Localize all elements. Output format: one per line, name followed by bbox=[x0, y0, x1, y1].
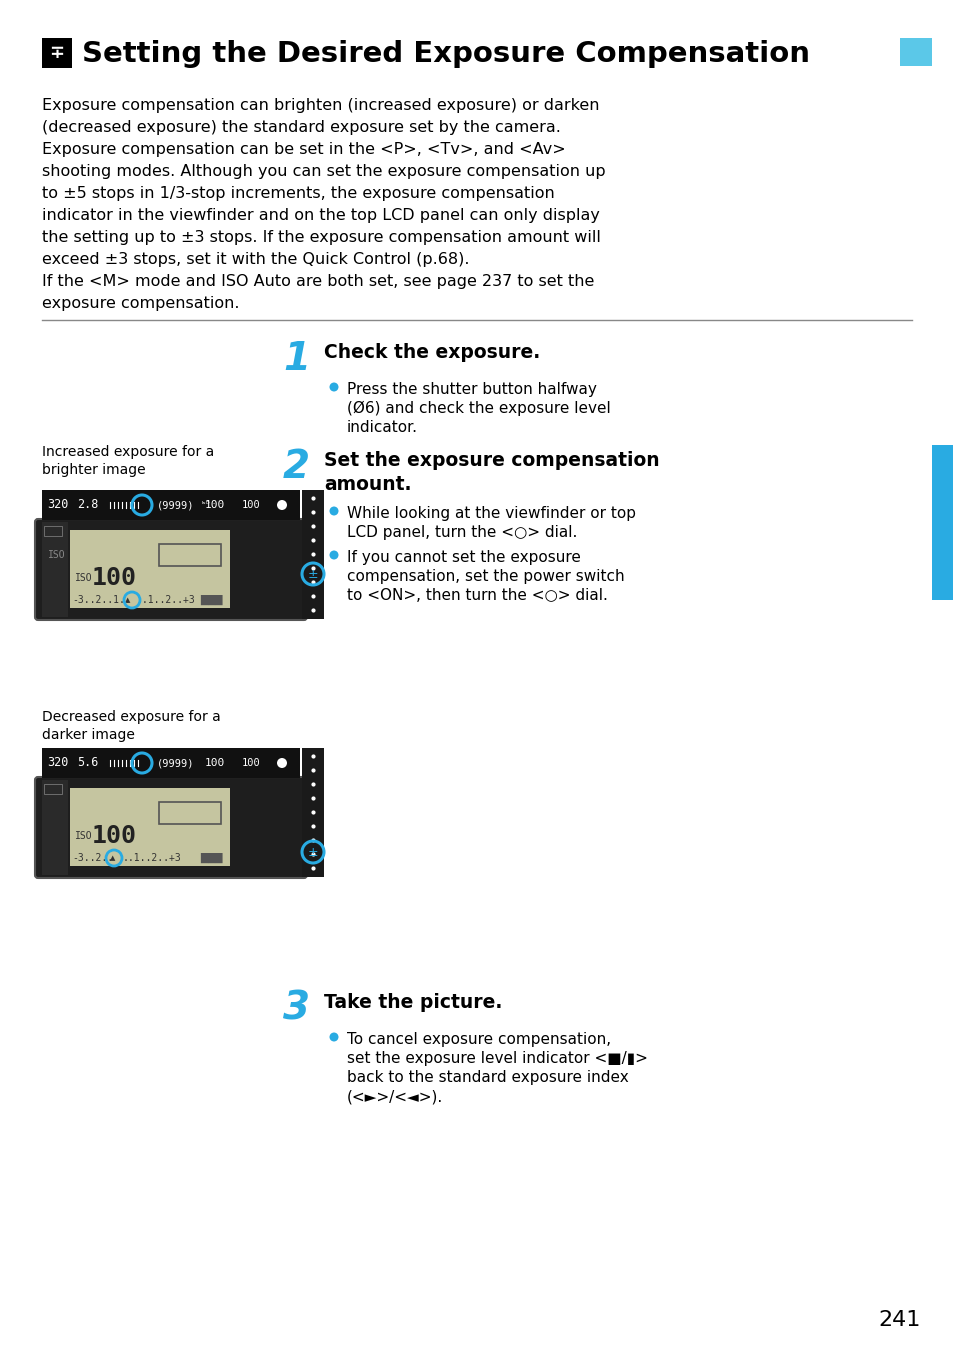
Text: ▲: ▲ bbox=[110, 855, 115, 861]
FancyBboxPatch shape bbox=[159, 802, 221, 824]
Circle shape bbox=[276, 500, 287, 510]
Text: indicator.: indicator. bbox=[347, 420, 417, 434]
Text: ▲: ▲ bbox=[125, 597, 131, 603]
Text: brighter image: brighter image bbox=[42, 463, 146, 477]
FancyBboxPatch shape bbox=[70, 788, 230, 866]
Text: ..1..2..+3: ..1..2..+3 bbox=[123, 853, 182, 863]
Text: ∓: ∓ bbox=[50, 44, 65, 62]
Text: 100: 100 bbox=[205, 759, 225, 768]
Text: If you cannot set the exposure: If you cannot set the exposure bbox=[347, 550, 580, 565]
Text: Take the picture.: Take the picture. bbox=[324, 993, 502, 1011]
Text: 2: 2 bbox=[283, 448, 310, 486]
Text: If the <M> mode and ISO Auto are both set, see page 237 to set the: If the <M> mode and ISO Auto are both se… bbox=[42, 274, 594, 289]
Text: 100: 100 bbox=[205, 500, 225, 510]
Text: back to the standard exposure index: back to the standard exposure index bbox=[347, 1071, 628, 1085]
Text: ±: ± bbox=[308, 846, 318, 858]
Text: 320: 320 bbox=[47, 756, 69, 769]
Text: amount.: amount. bbox=[324, 475, 411, 494]
Text: ███: ███ bbox=[200, 594, 222, 605]
FancyBboxPatch shape bbox=[35, 777, 307, 878]
FancyBboxPatch shape bbox=[35, 519, 307, 620]
FancyBboxPatch shape bbox=[931, 445, 953, 600]
Text: 241: 241 bbox=[877, 1310, 920, 1330]
Text: LCD panel, turn the <○> dial.: LCD panel, turn the <○> dial. bbox=[347, 525, 577, 539]
Text: to <ON>, then turn the <○> dial.: to <ON>, then turn the <○> dial. bbox=[347, 588, 607, 603]
Text: indicator in the viewfinder and on the top LCD panel can only display: indicator in the viewfinder and on the t… bbox=[42, 208, 599, 223]
Text: exceed ±3 stops, set it with the Quick Control (p.68).: exceed ±3 stops, set it with the Quick C… bbox=[42, 252, 469, 268]
Circle shape bbox=[329, 382, 338, 391]
Text: (9999): (9999) bbox=[157, 759, 194, 768]
Text: ISO: ISO bbox=[48, 550, 66, 560]
Text: ᴵˢᴼ: ᴵˢᴼ bbox=[202, 500, 211, 510]
Text: (Ø6) and check the exposure level: (Ø6) and check the exposure level bbox=[347, 401, 610, 417]
Circle shape bbox=[276, 759, 287, 768]
Text: (<►>/<◄>).: (<►>/<◄>). bbox=[347, 1089, 443, 1104]
FancyBboxPatch shape bbox=[302, 748, 324, 877]
Text: Exposure compensation can brighten (increased exposure) or darken: Exposure compensation can brighten (incr… bbox=[42, 98, 598, 113]
Text: While looking at the viewfinder or top: While looking at the viewfinder or top bbox=[347, 506, 636, 521]
FancyBboxPatch shape bbox=[159, 543, 221, 566]
Text: (9999): (9999) bbox=[157, 500, 194, 510]
Text: shooting modes. Although you can set the exposure compensation up: shooting modes. Although you can set the… bbox=[42, 164, 605, 179]
Text: 1: 1 bbox=[283, 340, 310, 378]
Text: 320: 320 bbox=[47, 499, 69, 511]
FancyBboxPatch shape bbox=[44, 526, 62, 537]
FancyBboxPatch shape bbox=[42, 490, 299, 521]
Text: Setting the Desired Exposure Compensation: Setting the Desired Exposure Compensatio… bbox=[82, 40, 809, 69]
Text: 100: 100 bbox=[91, 824, 137, 847]
FancyBboxPatch shape bbox=[70, 530, 230, 608]
Text: ISO: ISO bbox=[75, 573, 92, 582]
Text: Decreased exposure for a: Decreased exposure for a bbox=[42, 710, 220, 724]
FancyBboxPatch shape bbox=[42, 780, 68, 876]
Text: -3..2..: -3..2.. bbox=[71, 853, 113, 863]
FancyBboxPatch shape bbox=[42, 748, 299, 777]
Text: Exposure compensation can be set in the <P>, <Tv>, and <Av>: Exposure compensation can be set in the … bbox=[42, 143, 565, 157]
Text: the setting up to ±3 stops. If the exposure compensation amount will: the setting up to ±3 stops. If the expos… bbox=[42, 230, 600, 245]
Text: -3..2..1..: -3..2..1.. bbox=[71, 594, 131, 605]
Text: ±: ± bbox=[308, 568, 318, 581]
Text: Check the exposure.: Check the exposure. bbox=[324, 343, 539, 362]
Text: 100: 100 bbox=[242, 759, 260, 768]
Text: 100: 100 bbox=[242, 500, 260, 510]
FancyBboxPatch shape bbox=[42, 38, 71, 69]
Text: exposure compensation.: exposure compensation. bbox=[42, 296, 239, 311]
Text: Set the exposure compensation: Set the exposure compensation bbox=[324, 451, 659, 469]
Circle shape bbox=[329, 1033, 338, 1041]
FancyBboxPatch shape bbox=[44, 784, 62, 794]
Text: ISO: ISO bbox=[75, 831, 92, 841]
Text: 3: 3 bbox=[283, 990, 310, 1028]
Text: compensation, set the power switch: compensation, set the power switch bbox=[347, 569, 624, 584]
FancyBboxPatch shape bbox=[302, 490, 324, 619]
Text: ..1..2..+3: ..1..2..+3 bbox=[137, 594, 195, 605]
Text: to ±5 stops in 1/3-stop increments, the exposure compensation: to ±5 stops in 1/3-stop increments, the … bbox=[42, 186, 554, 200]
Text: Increased exposure for a: Increased exposure for a bbox=[42, 445, 214, 459]
Text: darker image: darker image bbox=[42, 728, 134, 742]
Text: 100: 100 bbox=[91, 566, 137, 590]
Text: 2.8: 2.8 bbox=[77, 499, 98, 511]
Text: To cancel exposure compensation,: To cancel exposure compensation, bbox=[347, 1032, 611, 1046]
Text: ███: ███ bbox=[200, 853, 222, 863]
Text: 5.6: 5.6 bbox=[77, 756, 98, 769]
Circle shape bbox=[329, 507, 338, 515]
FancyBboxPatch shape bbox=[42, 522, 68, 617]
Text: (decreased exposure) the standard exposure set by the camera.: (decreased exposure) the standard exposu… bbox=[42, 120, 560, 134]
Circle shape bbox=[329, 550, 338, 560]
Text: set the exposure level indicator <■/▮>: set the exposure level indicator <■/▮> bbox=[347, 1050, 647, 1067]
FancyBboxPatch shape bbox=[899, 38, 931, 66]
Text: Press the shutter button halfway: Press the shutter button halfway bbox=[347, 382, 597, 397]
